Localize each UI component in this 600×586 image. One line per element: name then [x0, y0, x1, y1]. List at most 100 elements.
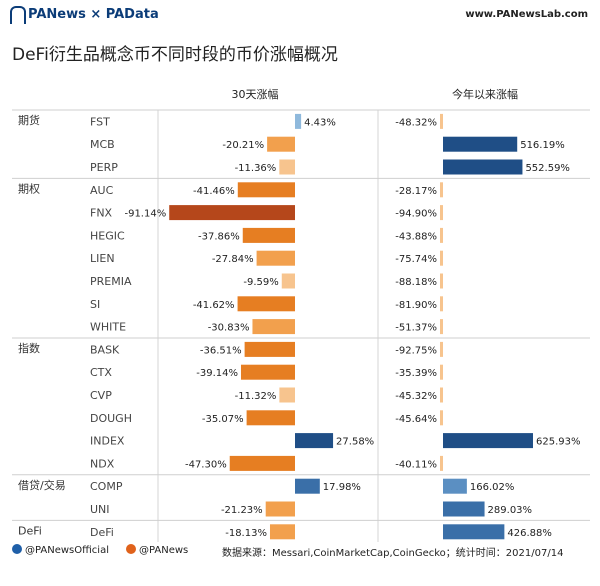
- group-label: 指数: [18, 341, 40, 355]
- bar-30d: [295, 113, 302, 129]
- data-label-ytd: -51.37%: [395, 323, 437, 334]
- data-label-ytd: -45.64%: [395, 414, 437, 425]
- category-label: FST: [90, 115, 110, 128]
- bar-30d: [169, 205, 295, 221]
- bar-ytd: [440, 273, 443, 289]
- data-label-30d: -20.21%: [222, 140, 264, 151]
- bar-ytd: [443, 136, 518, 152]
- data-label-30d: -18.13%: [225, 528, 267, 539]
- category-label: MCB: [90, 138, 115, 151]
- category-label: BASK: [90, 343, 120, 356]
- category-label: FNX: [90, 207, 113, 220]
- group-label: DeFi: [18, 524, 42, 537]
- data-label-30d: -9.59%: [243, 277, 278, 288]
- bar-30d: [244, 341, 295, 357]
- footer: @PANewsOfficial @PANews 数据来源：Messari,Coi…: [0, 542, 600, 562]
- bar-30d: [295, 478, 320, 494]
- chart-title: DeFi衍生品概念币不同时段的币价涨幅概况: [12, 45, 338, 65]
- data-label-ytd: 625.93%: [536, 437, 581, 448]
- bar-ytd: [443, 433, 533, 449]
- data-label-ytd: 289.03%: [488, 505, 533, 516]
- data-source: 数据来源：Messari,CoinMarketCap,CoinGecko；统计时…: [222, 548, 564, 559]
- bar-ytd: [440, 113, 443, 129]
- bar-30d: [279, 387, 295, 403]
- data-label-30d: -41.62%: [193, 300, 235, 311]
- bar-ytd: [443, 159, 523, 175]
- site-url: www.PANewsLab.com: [465, 9, 588, 20]
- bar-ytd: [440, 341, 443, 357]
- wechat-handle: @PANews: [126, 544, 188, 556]
- category-label: NDX: [90, 457, 115, 470]
- bar-ytd: [443, 501, 485, 517]
- data-label-30d: -30.83%: [208, 323, 250, 334]
- data-label-30d: -21.23%: [221, 505, 263, 516]
- data-label-ytd: -40.11%: [395, 459, 437, 470]
- bar-30d: [252, 319, 295, 335]
- bar-ytd: [440, 227, 443, 243]
- data-label-ytd: -88.18%: [395, 277, 437, 288]
- data-label-30d: -11.36%: [235, 163, 277, 174]
- bar-ytd: [440, 387, 443, 403]
- data-label-30d: -36.51%: [200, 345, 242, 356]
- data-label-30d: -35.07%: [202, 414, 244, 425]
- data-label-ytd: 426.88%: [507, 528, 552, 539]
- bar-ytd: [440, 182, 443, 198]
- data-label-ytd: -48.32%: [395, 117, 437, 128]
- brand-name: PANews × PAData: [28, 7, 159, 22]
- data-label-ytd: 516.19%: [520, 140, 565, 151]
- group-label: 借贷/交易: [18, 478, 66, 492]
- data-label-ytd: 552.59%: [525, 163, 570, 174]
- bar-30d: [269, 524, 295, 540]
- category-label: HEGIC: [90, 229, 125, 242]
- data-label-30d: 17.98%: [323, 482, 361, 493]
- data-label-30d: -39.14%: [196, 368, 238, 379]
- category-label: DOUGH: [90, 412, 132, 425]
- data-label-30d: -91.14%: [124, 209, 166, 220]
- label-panel: [12, 110, 158, 542]
- bar-30d: [237, 182, 295, 198]
- bar-30d: [242, 227, 295, 243]
- bar-30d: [265, 501, 295, 517]
- bar-ytd: [440, 205, 443, 221]
- group-label: 期货: [18, 113, 40, 127]
- bar-30d: [281, 273, 295, 289]
- column-header-30d: 30天涨幅: [231, 88, 279, 101]
- top-bar: PANews × PAData www.PANewsLab.com: [0, 0, 600, 30]
- twitter-icon: [12, 544, 22, 554]
- bar-ytd: [440, 319, 443, 335]
- data-label-ytd: -43.88%: [395, 231, 437, 242]
- bar-ytd: [443, 524, 505, 540]
- panews-logo-icon: [10, 6, 26, 24]
- data-label-ytd: -75.74%: [395, 254, 437, 265]
- bar-ytd: [443, 478, 467, 494]
- group-label: 期权: [18, 182, 40, 195]
- category-label: WHITE: [90, 321, 126, 334]
- category-label: INDEX: [90, 435, 125, 448]
- bar-30d: [267, 136, 295, 152]
- data-label-ytd: -35.39%: [395, 368, 437, 379]
- bar-ytd: [440, 455, 443, 471]
- bar-30d: [229, 455, 295, 471]
- category-label: PREMIA: [90, 275, 132, 288]
- category-label: AUC: [90, 184, 114, 197]
- bar-ytd: [440, 296, 443, 312]
- bar-ytd: [440, 364, 443, 380]
- bar-30d: [237, 296, 295, 312]
- category-label: SI: [90, 298, 100, 311]
- data-label-30d: -47.30%: [185, 459, 227, 470]
- data-label-ytd: 166.02%: [470, 482, 514, 493]
- bar-30d: [295, 433, 334, 449]
- bar-ytd: [440, 410, 443, 426]
- category-label: LIEN: [90, 252, 115, 265]
- bar-30d: [240, 364, 295, 380]
- category-label: CVP: [90, 389, 112, 402]
- data-label-ytd: -92.75%: [395, 345, 437, 356]
- category-label: COMP: [90, 480, 123, 493]
- data-label-30d: 4.43%: [304, 117, 336, 128]
- data-label-30d: -27.84%: [212, 254, 254, 265]
- weibo-icon: [126, 544, 136, 554]
- category-label: PERP: [90, 161, 118, 174]
- category-label: DeFi: [90, 526, 114, 539]
- bar-chart: 期货 FST 4.43% -48.32% MCB -20.21% 516.19% PERP -1…: [12, 109, 590, 542]
- data-label-30d: 27.58%: [336, 437, 374, 448]
